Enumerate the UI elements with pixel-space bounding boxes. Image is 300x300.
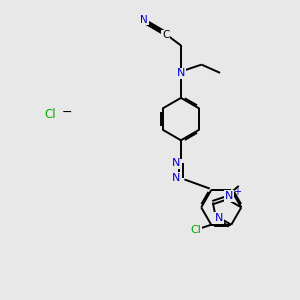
Text: N: N <box>171 158 180 168</box>
Text: N: N <box>171 173 180 183</box>
Text: −: − <box>62 106 72 119</box>
Text: Cl: Cl <box>44 108 56 121</box>
Text: C: C <box>162 30 169 40</box>
Text: N: N <box>177 68 185 78</box>
Text: N: N <box>140 15 148 25</box>
Text: N: N <box>215 213 223 223</box>
Text: Cl: Cl <box>190 225 201 235</box>
Text: N: N <box>225 191 233 201</box>
Text: +: + <box>233 188 241 197</box>
